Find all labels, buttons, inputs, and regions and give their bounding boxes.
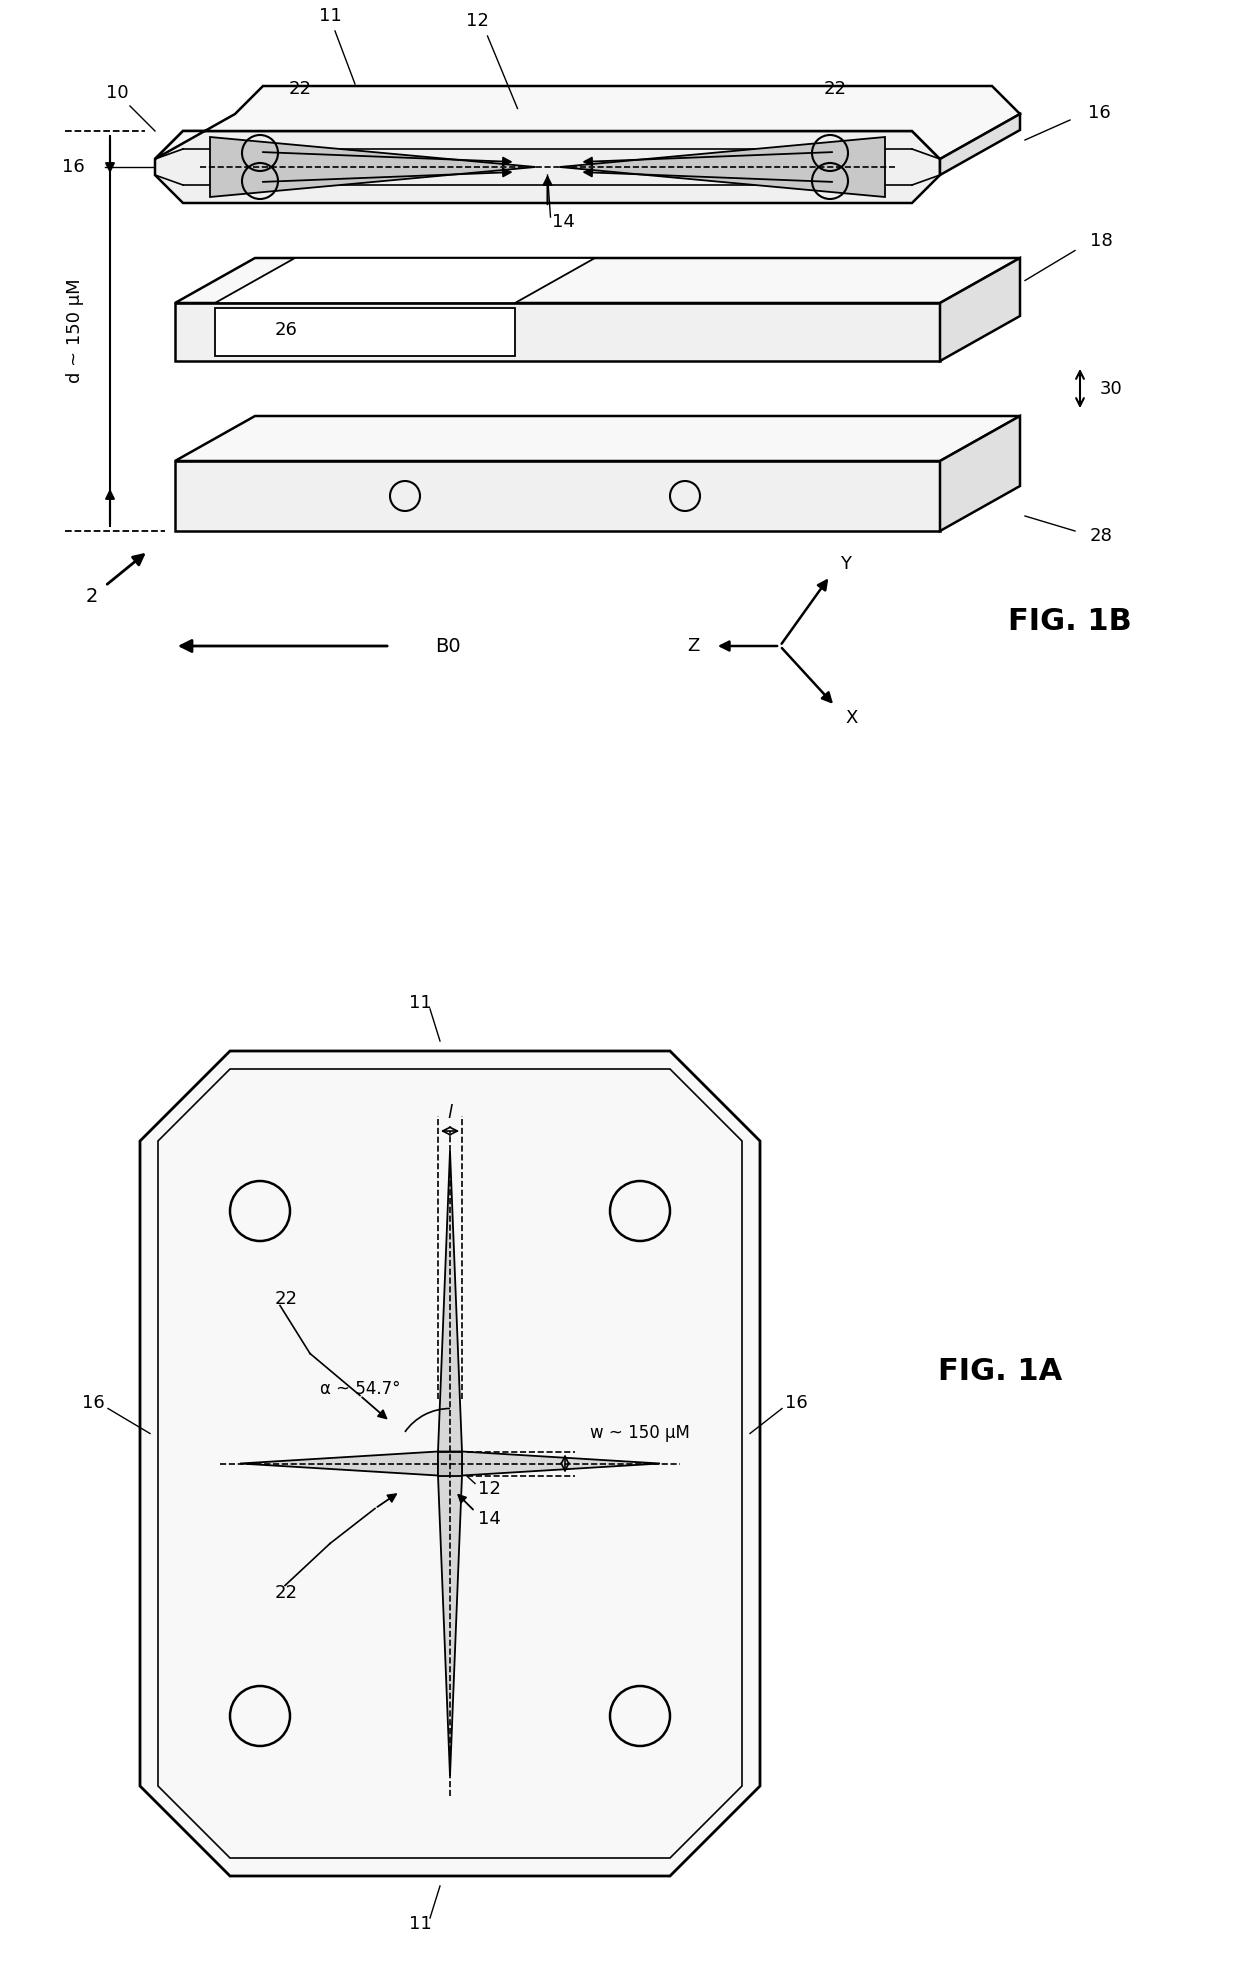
Polygon shape: [215, 258, 595, 304]
Polygon shape: [175, 304, 940, 361]
Text: w ~ 150 μM: w ~ 150 μM: [590, 1423, 689, 1441]
Text: B0: B0: [435, 637, 460, 656]
Polygon shape: [175, 258, 1021, 304]
Text: 11: 11: [319, 8, 341, 26]
Text: 16: 16: [785, 1395, 807, 1413]
Text: 16: 16: [1087, 104, 1111, 122]
Polygon shape: [175, 416, 1021, 461]
Polygon shape: [940, 258, 1021, 361]
Text: X: X: [844, 710, 857, 727]
Text: α ~ 54.7°: α ~ 54.7°: [320, 1380, 401, 1397]
Text: 26: 26: [275, 321, 298, 339]
Polygon shape: [438, 1151, 463, 1451]
Text: FIG. 1B: FIG. 1B: [1008, 607, 1132, 635]
Polygon shape: [215, 307, 515, 357]
Polygon shape: [155, 130, 940, 203]
Text: 22: 22: [275, 1585, 298, 1602]
Polygon shape: [241, 1451, 438, 1476]
Polygon shape: [438, 1451, 463, 1476]
Polygon shape: [940, 114, 1021, 175]
Text: Y: Y: [839, 556, 851, 574]
Text: 12: 12: [466, 12, 489, 30]
Text: 16: 16: [82, 1395, 105, 1413]
Text: 11: 11: [409, 1916, 432, 1934]
Text: 28: 28: [1090, 526, 1112, 546]
Text: Z: Z: [688, 637, 701, 654]
Text: 22: 22: [823, 81, 847, 99]
Text: 18: 18: [1090, 231, 1112, 250]
Text: d ~ 150 μM: d ~ 150 μM: [66, 278, 84, 382]
Text: 10: 10: [105, 85, 128, 102]
Polygon shape: [559, 138, 885, 197]
Text: FIG. 1A: FIG. 1A: [937, 1356, 1063, 1386]
Text: 14: 14: [477, 1510, 501, 1528]
Text: 30: 30: [1100, 380, 1122, 398]
Polygon shape: [463, 1451, 660, 1476]
Text: l: l: [448, 1104, 453, 1121]
Text: 16: 16: [62, 158, 86, 175]
Polygon shape: [438, 1476, 463, 1776]
Text: 12: 12: [477, 1480, 501, 1498]
Text: 22: 22: [275, 1289, 298, 1307]
Polygon shape: [155, 87, 1021, 160]
Polygon shape: [140, 1051, 760, 1876]
Polygon shape: [940, 416, 1021, 530]
Text: 2: 2: [86, 587, 98, 607]
Text: 22: 22: [289, 81, 311, 99]
Text: 11: 11: [409, 993, 432, 1011]
Text: 14: 14: [553, 213, 575, 231]
Polygon shape: [175, 461, 940, 530]
Polygon shape: [210, 138, 536, 197]
